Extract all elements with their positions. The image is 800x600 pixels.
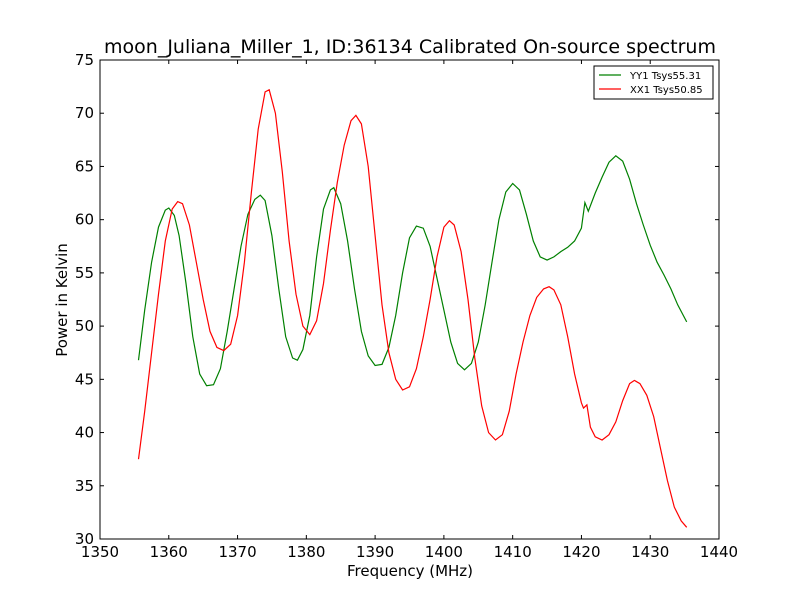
x-tick-label: 1430 xyxy=(631,543,669,561)
plot-area: 1350 1360 1370 1380 1390 1400 1410 1420 1430 1440… xyxy=(75,51,738,561)
x-tick-label: 1390 xyxy=(356,543,394,561)
y-tick-label: 75 xyxy=(75,51,94,69)
y-tick-label: 65 xyxy=(75,157,94,175)
x-axis-label: Frequency (MHz) xyxy=(347,562,473,580)
y-tick-label: 40 xyxy=(75,424,94,442)
legend-label-1: YY1 Tsys55.31 xyxy=(629,71,701,82)
y-tick-label: 50 xyxy=(75,317,94,335)
y-tick-label: 70 xyxy=(75,104,94,122)
y-tick-label: 60 xyxy=(75,211,94,229)
legend-label-2: XX1 Tsys50.85 xyxy=(630,85,703,96)
y-tick-label: 45 xyxy=(75,370,94,388)
series-line-1 xyxy=(137,155,688,387)
y-tick-label: 30 xyxy=(75,530,94,548)
x-tick-label: 1370 xyxy=(218,543,256,561)
y-tick-label: 35 xyxy=(75,477,94,495)
series-line-2 xyxy=(137,88,688,528)
axes-frame xyxy=(99,59,720,540)
y-axis-label: Power in Kelvin xyxy=(53,243,71,357)
x-tick-label: 1360 xyxy=(150,543,188,561)
legend: YY1 Tsys55.31 XX1 Tsys50.85 xyxy=(593,65,714,100)
legend-box xyxy=(593,65,714,100)
x-tick-label: 1350 xyxy=(81,543,119,561)
chart-title: moon_Juliana_Miller_1, ID:36134 Calibrat… xyxy=(104,36,716,58)
x-tick-label: 1440 xyxy=(700,543,738,561)
x-tick-label: 1410 xyxy=(494,543,532,561)
x-tick-label: 1400 xyxy=(425,543,463,561)
x-tick-label: 1380 xyxy=(287,543,325,561)
y-tick-label: 55 xyxy=(75,264,94,282)
x-tick-label: 1420 xyxy=(562,543,600,561)
